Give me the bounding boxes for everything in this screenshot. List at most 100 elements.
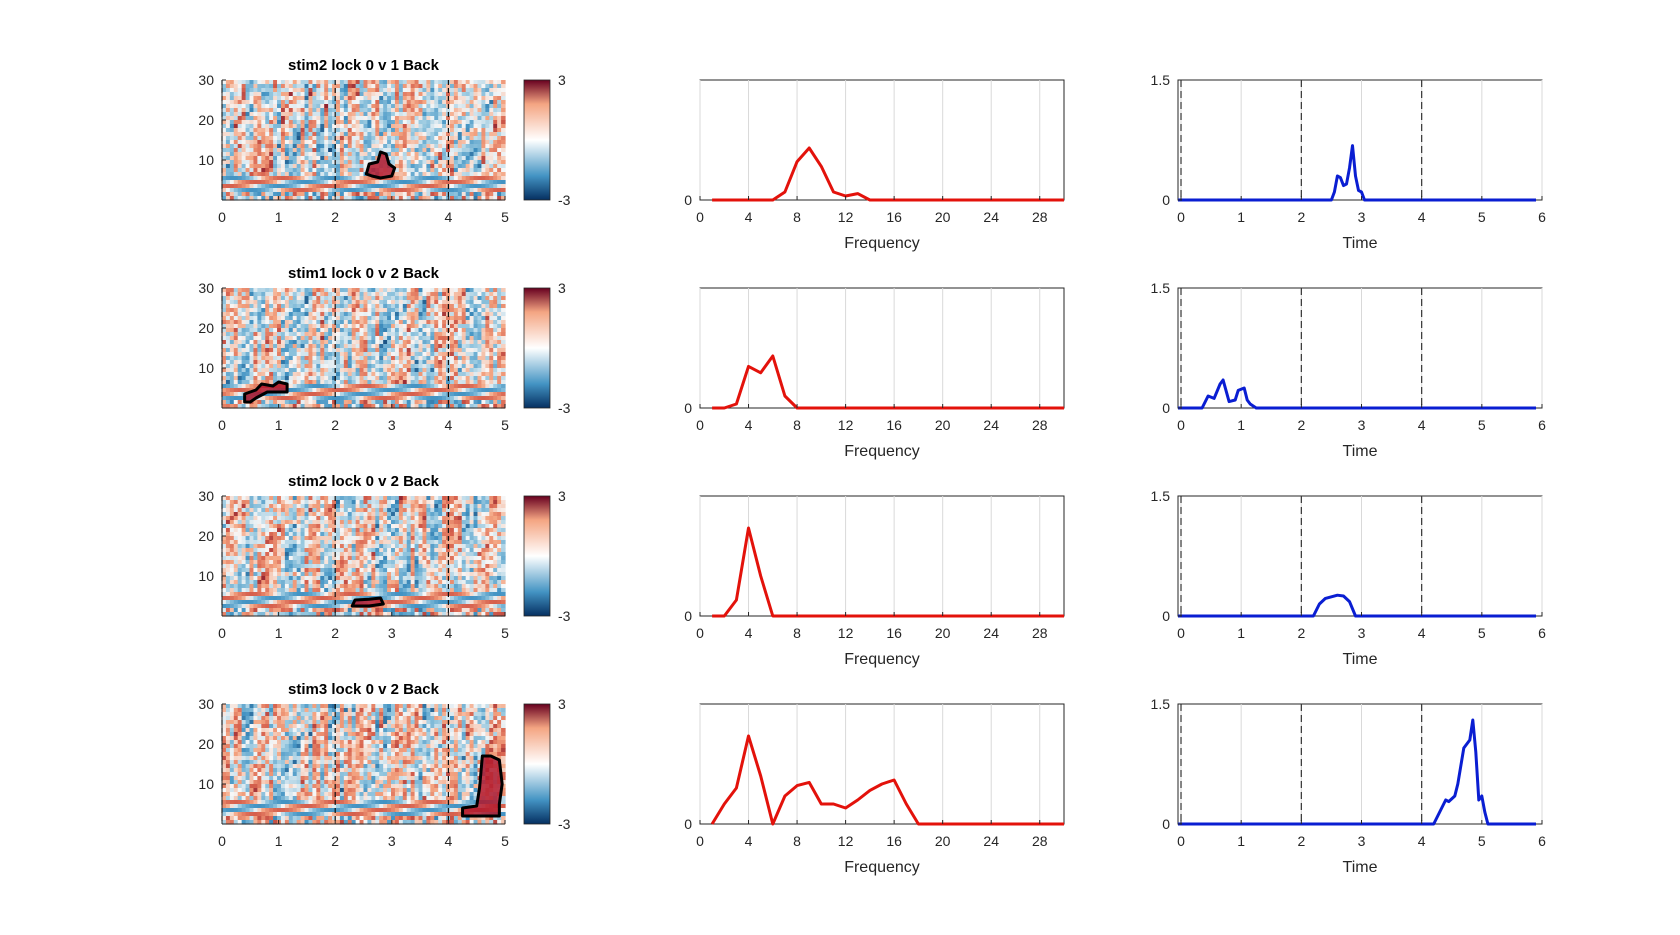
heatmap-cell — [453, 316, 459, 321]
heatmap-cell — [253, 308, 258, 313]
heatmap-cell — [355, 404, 361, 409]
heatmap-cell — [233, 328, 239, 333]
heatmap-cell — [430, 160, 435, 165]
heatmap-cell — [379, 288, 384, 293]
heatmap-cell — [265, 80, 270, 85]
heatmap-cell — [363, 508, 369, 513]
heatmap-cell — [225, 312, 231, 317]
heatmap-cell — [261, 168, 266, 173]
heatmap-cell — [284, 176, 290, 181]
heatmap-cell — [237, 184, 243, 189]
heatmap-cell — [391, 324, 396, 329]
heatmap-cell — [249, 344, 255, 349]
heatmap-cell — [324, 328, 329, 333]
heatmap-cell — [398, 288, 404, 293]
heatmap-cell — [241, 320, 247, 325]
heatmap-cell — [449, 496, 455, 501]
heatmap-cell — [332, 404, 337, 409]
heatmap-cell — [304, 332, 310, 337]
heatmap-cell — [438, 84, 443, 89]
heatmap-cell — [371, 152, 376, 157]
heatmap-cell — [398, 516, 404, 521]
heatmap-cell — [493, 92, 498, 97]
heatmap-cell — [280, 348, 286, 353]
heatmap-cell — [453, 364, 459, 369]
heatmap-cell — [414, 332, 420, 337]
heatmap-cell — [335, 168, 341, 173]
heatmap-cell — [402, 372, 408, 377]
heatmap-cell — [473, 180, 479, 185]
heatmap-cell — [296, 316, 302, 321]
heatmap-cell — [434, 108, 439, 113]
heatmap-cell — [402, 128, 408, 133]
heatmap-cell — [485, 108, 490, 113]
heatmap-cell — [351, 148, 357, 153]
heatmap-cell — [347, 188, 353, 193]
heatmap-cell — [434, 392, 439, 397]
heatmap-cell — [375, 356, 380, 361]
heatmap-cell — [347, 288, 353, 293]
heatmap-cell — [237, 512, 243, 517]
heatmap-cell — [453, 376, 459, 381]
heatmap-cell — [351, 376, 357, 381]
heatmap-cell — [233, 312, 239, 317]
heatmap-cell — [418, 348, 424, 353]
heatmap-cell — [422, 88, 427, 93]
heatmap-cell — [438, 116, 443, 121]
heatmap-cell — [379, 384, 384, 389]
heatmap-cell — [312, 132, 317, 137]
heatmap-cell — [387, 144, 392, 149]
heatmap-cell — [414, 148, 420, 153]
heatmap-cell — [391, 316, 396, 321]
heatmap-cell — [383, 388, 388, 393]
heatmap-cell — [430, 328, 435, 333]
heatmap-cell — [328, 500, 333, 505]
heatmap-cell — [222, 300, 227, 305]
heatmap-cell — [269, 80, 274, 85]
heatmap-cell — [501, 148, 506, 153]
heatmap-cell — [324, 304, 329, 309]
heatmap-cell — [469, 180, 475, 185]
x-tick-label: 2 — [331, 209, 339, 225]
heatmap-cell — [284, 380, 290, 385]
heatmap-cell — [304, 184, 310, 189]
heatmap-cell — [355, 316, 361, 321]
heatmap-cell — [351, 140, 357, 145]
colorbar — [523, 287, 551, 409]
heatmap-cell — [241, 324, 247, 329]
heatmap-cell — [308, 340, 314, 345]
heatmap-cell — [320, 404, 325, 409]
x-tick-label: 20 — [935, 417, 951, 433]
heatmap-cell — [312, 144, 317, 149]
heatmap-cell — [430, 96, 435, 101]
heatmap-cell — [442, 376, 447, 381]
heatmap-cell — [324, 112, 329, 117]
heatmap-cell — [363, 388, 369, 393]
heatmap-cell — [265, 136, 270, 141]
heatmap-cell — [324, 348, 329, 353]
heatmap-cell — [332, 192, 337, 197]
heatmap-cell — [237, 104, 243, 109]
heatmap-cell — [410, 352, 416, 357]
heatmap-cell — [320, 112, 325, 117]
heatmap-cell — [265, 164, 270, 169]
heatmap-cell — [489, 152, 494, 157]
heatmap-cell — [418, 496, 424, 501]
heatmap-cell — [237, 108, 243, 113]
heatmap-cell — [469, 300, 475, 305]
heatmap-cell — [277, 88, 282, 93]
heatmap-cell — [265, 356, 270, 361]
heatmap-cell — [442, 100, 447, 105]
heatmap-cell — [367, 116, 372, 121]
heatmap-cell — [312, 120, 317, 125]
heatmap-cell — [430, 388, 435, 393]
heatmap-cell — [288, 336, 294, 341]
heatmap-cell — [257, 184, 262, 189]
heatmap-cell — [367, 140, 372, 145]
heatmap-cell — [434, 136, 439, 141]
heatmap-cell — [481, 356, 486, 361]
heatmap-cell — [316, 296, 321, 301]
heatmap-cell — [453, 100, 459, 105]
heatmap-cell — [273, 144, 278, 149]
